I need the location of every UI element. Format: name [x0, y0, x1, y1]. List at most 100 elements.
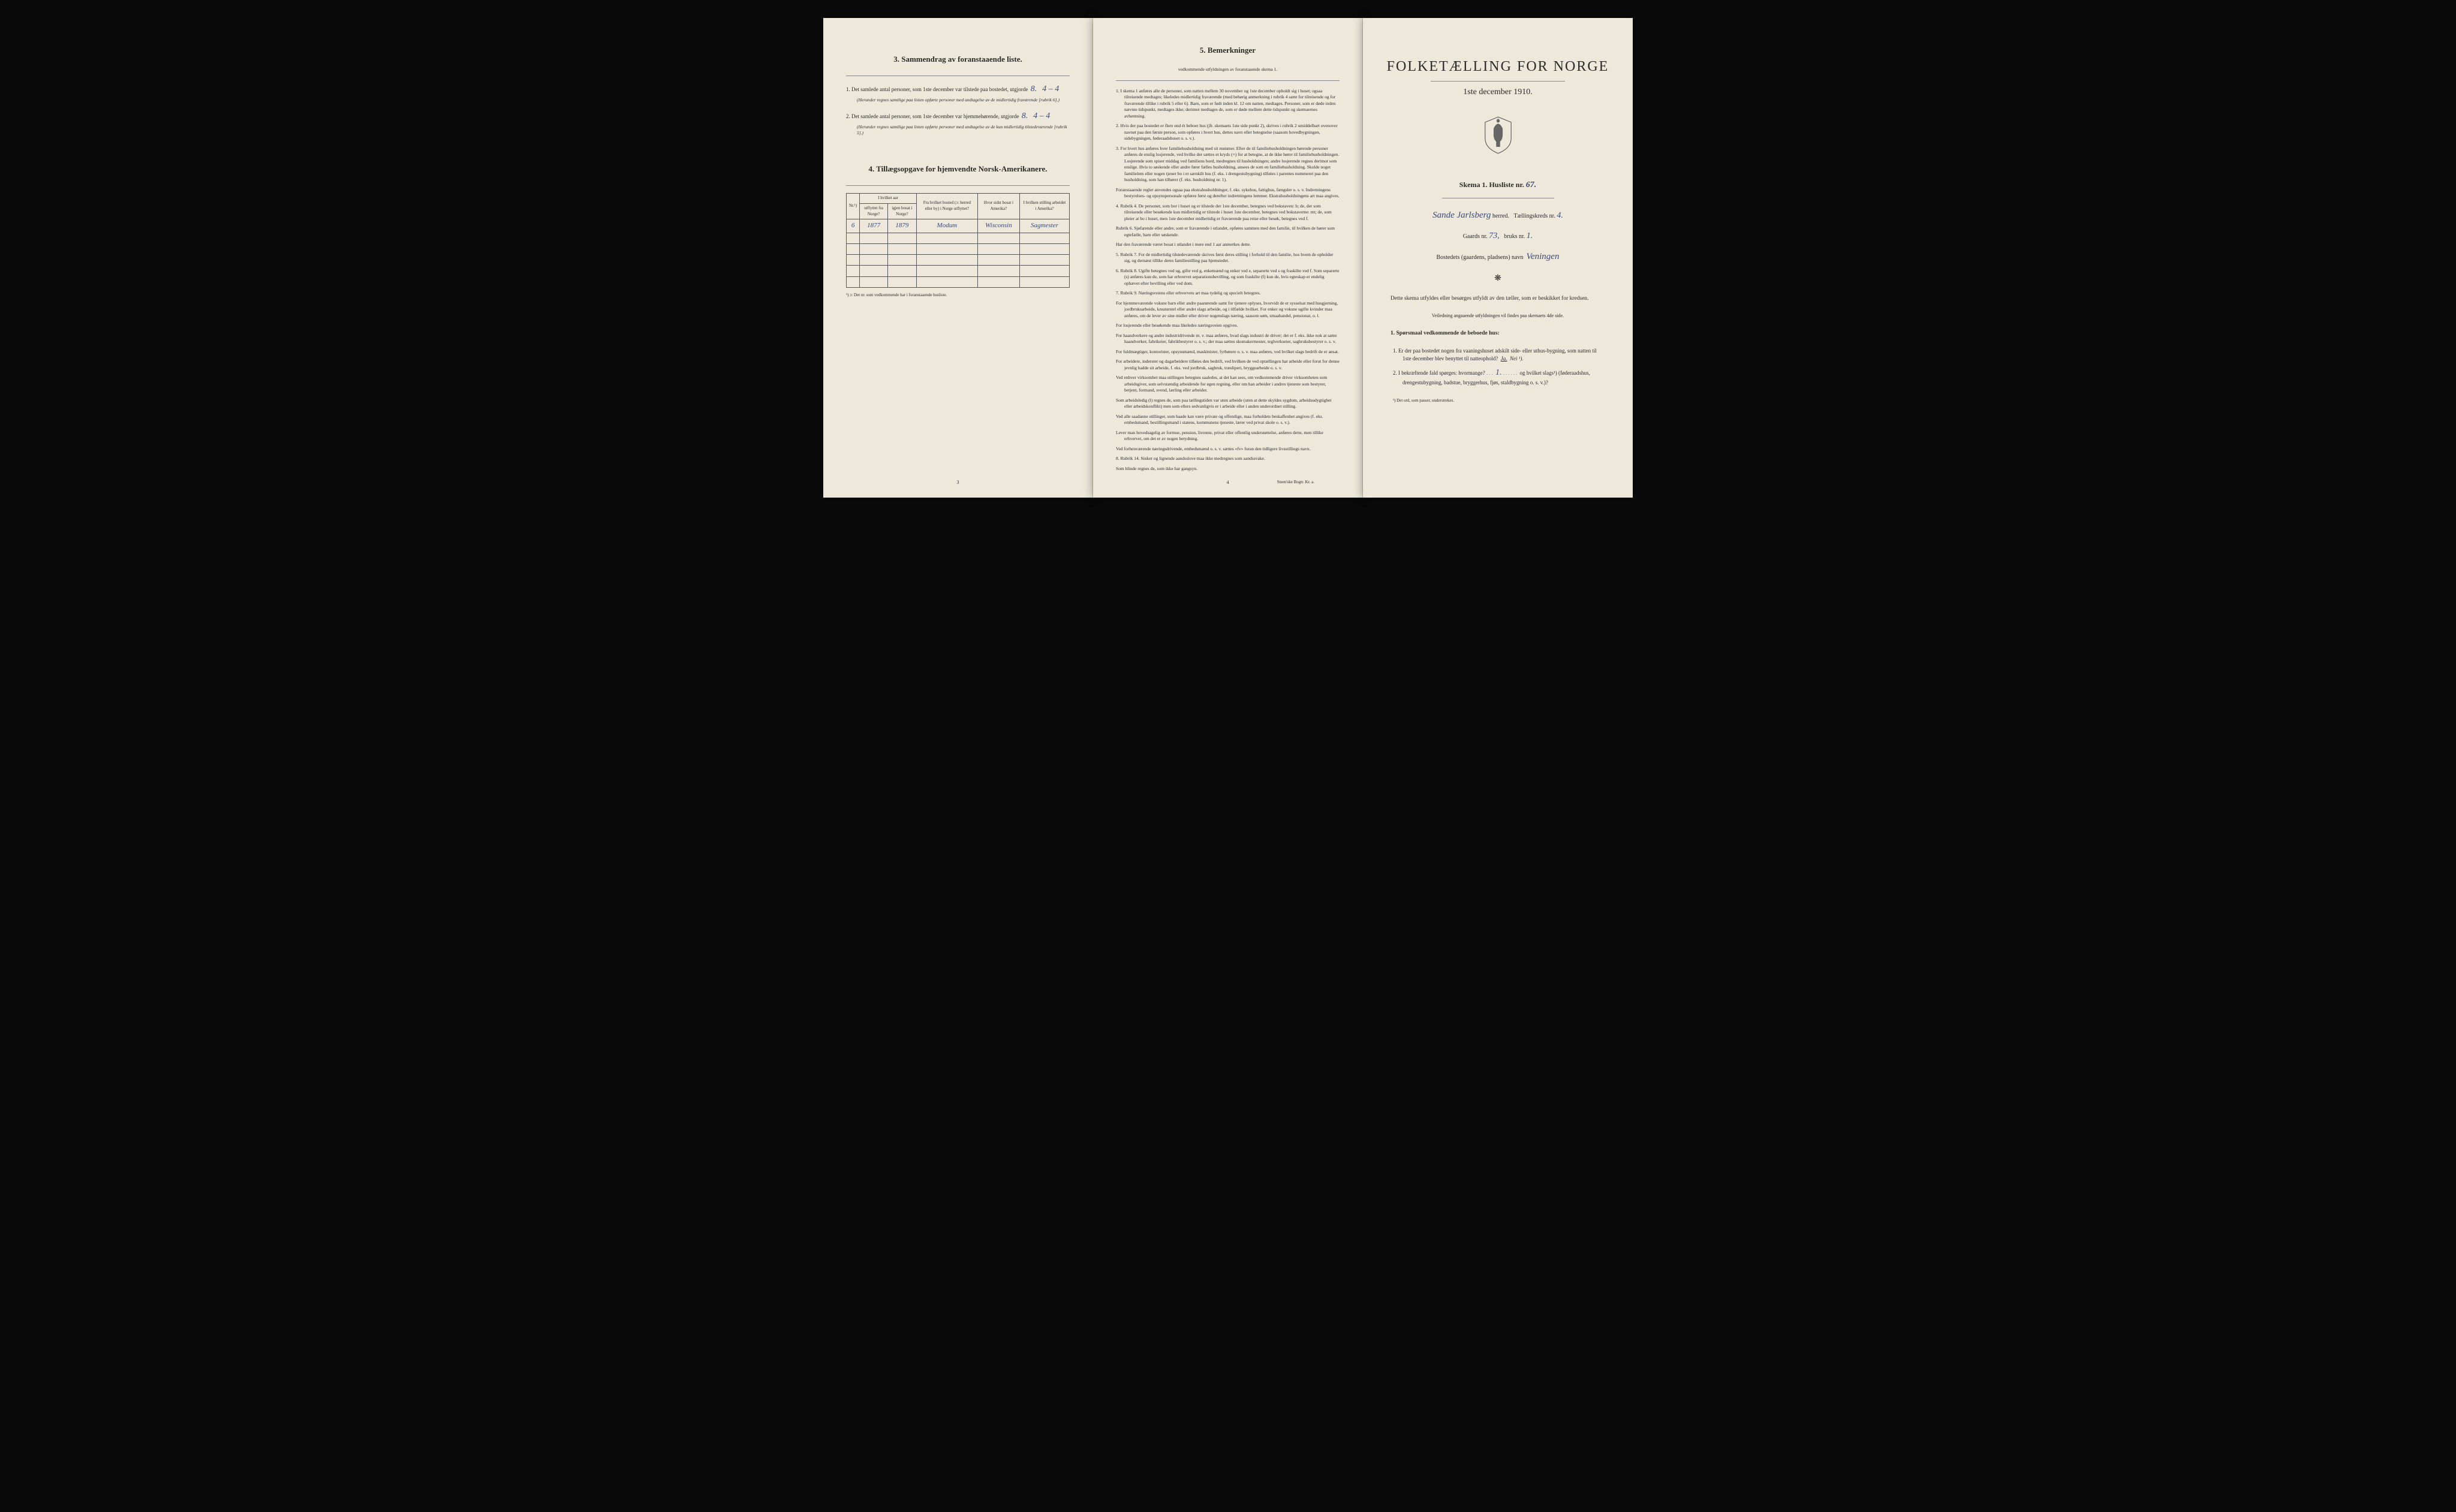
- remark-item: Ved alle saadanne stillinger, som baade …: [1116, 414, 1340, 426]
- cell-occ: Sagmester: [1019, 219, 1069, 233]
- remark-item: 6. Rubrik 8. Ugifte betegnes ved ug, gif…: [1116, 268, 1340, 287]
- skema-label: Skema 1. Husliste nr.: [1459, 180, 1524, 189]
- remark-item: 2. Hvis der paa bostedet er flere end ét…: [1116, 123, 1340, 142]
- remarks-list: 1. I skema 1 anføres alle de personer, s…: [1116, 88, 1340, 472]
- skema-line: Skema 1. Husliste nr. 67.: [1386, 179, 1610, 191]
- dots: ...: [1486, 370, 1494, 376]
- herred-label: herred.: [1492, 213, 1509, 219]
- printer-credit: Steen'ske Bogtr. Kr. a.: [1277, 480, 1314, 486]
- remark-item: Foranstaaende regler anvendes ogsaa paa …: [1116, 187, 1340, 200]
- ornament-icon: ❋: [1386, 273, 1610, 285]
- page-middle: 5. Bemerkninger vedkommende utfyldningen…: [1093, 18, 1363, 498]
- herred-line: Sande Jarlsberg herred. Tællingskreds nr…: [1386, 209, 1610, 222]
- col-year-back: igjen bosat i Norge?: [887, 203, 916, 219]
- item-value-2: 4 – 4: [1042, 85, 1059, 94]
- remark-item: Ved forhenværende næringsdrivende, embed…: [1116, 446, 1340, 453]
- coat-of-arms-icon: [1482, 116, 1515, 155]
- remark-item: 4. Rubrik 4. De personer, som bor i huse…: [1116, 203, 1340, 222]
- cell-from: 1877: [860, 219, 888, 233]
- remark-item: 7. Rubrik 9. Næringsveiens eller erhverv…: [1116, 290, 1340, 297]
- item-num: 2.: [846, 113, 851, 119]
- cell-america: Wisconsin: [977, 219, 1019, 233]
- instruction-subtext: Veiledning angaaende utfyldningen vil fi…: [1390, 312, 1605, 320]
- questions-header: 1. Spørsmaal vedkommende de beboede hus:: [1390, 329, 1605, 338]
- item-num: 1.: [846, 86, 851, 92]
- q2-text: 2. I bekræftende fald spørges: hvormange…: [1393, 370, 1485, 376]
- page-number: 3: [957, 479, 959, 486]
- remark-item: Ved enhver virksomhet maa stillingen bet…: [1116, 375, 1340, 394]
- remark-item: For hjemmeværende voksne barn eller andr…: [1116, 300, 1340, 320]
- skema-value: 67.: [1526, 180, 1537, 189]
- remarks-subtitle: vedkommende utfyldningen av foranstaaend…: [1116, 67, 1340, 73]
- table-header-row: Nr.¹) I hvilket aar Fra hvilket bosted (…: [847, 194, 1070, 204]
- divider: [846, 185, 1070, 186]
- item-value: 8.: [1031, 85, 1037, 94]
- document-spread: 3. Sammendrag av foranstaaende liste. 1.…: [823, 18, 1633, 498]
- q1-text: 1. Er der paa bostedet nogen fra vaaning…: [1393, 348, 1597, 362]
- item-note: (Herunder regnes samtlige paa listen opf…: [857, 97, 1070, 104]
- table-row: [847, 233, 1070, 243]
- remark-item: For arbeidere, inderster og dagarbeidere…: [1116, 359, 1340, 371]
- census-date: 1ste december 1910.: [1386, 86, 1610, 98]
- page-number: 4: [1227, 479, 1229, 486]
- gaard-value: 73,: [1489, 231, 1500, 240]
- item-text: Det samlede antal personer, som 1ste dec…: [851, 86, 1028, 92]
- q1-nei: Nei ¹).: [1510, 356, 1524, 362]
- q1-ja: Ja.: [1501, 356, 1507, 362]
- bosted-value: Veningen: [1526, 252, 1559, 261]
- remark-item: For fuldmægtiger, kontorister, opsynsmæn…: [1116, 349, 1340, 356]
- table-row: [847, 266, 1070, 276]
- bruks-label: bruks nr.: [1504, 233, 1525, 240]
- question-1: 1. Er der paa bostedet nogen fra vaaning…: [1393, 347, 1603, 362]
- page-right: FOLKETÆLLING FOR NORGE 1ste december 191…: [1363, 18, 1633, 498]
- section-4-title: 4. Tillægsopgave for hjemvendte Norsk-Am…: [846, 164, 1070, 174]
- page-left: 3. Sammendrag av foranstaaende liste. 1.…: [823, 18, 1093, 498]
- remark-item: Lever man hovedsagelig av formue, pensio…: [1116, 430, 1340, 442]
- dots: ......: [1503, 370, 1519, 376]
- census-title: FOLKETÆLLING FOR NORGE: [1386, 57, 1610, 77]
- table-footnote: ¹) ɔ: Det nr. som vedkommende har i fora…: [846, 293, 1070, 299]
- item-value: 8.: [1022, 112, 1028, 121]
- table-row: [847, 276, 1070, 287]
- item-note: (Herunder regnes samtlige paa listen opf…: [857, 124, 1070, 137]
- remark-item: Som blinde regnes de, som ikke har gangs…: [1116, 466, 1340, 472]
- cell-back: 1879: [887, 219, 916, 233]
- bosted-line: Bostedets (gaardens, pladsens) navn Veni…: [1386, 251, 1610, 263]
- cell-place: Modum: [916, 219, 977, 233]
- kreds-value: 4.: [1557, 211, 1563, 220]
- remark-item: Har den fraværende været bosat i utlande…: [1116, 242, 1340, 248]
- bruks-value: 1.: [1527, 231, 1533, 240]
- section-3-title: 3. Sammendrag av foranstaaende liste.: [846, 54, 1070, 65]
- table-row: [847, 255, 1070, 266]
- cell-nr: 6: [847, 219, 860, 233]
- remark-item: 5. Rubrik 7. For de midlertidig tilstede…: [1116, 252, 1340, 264]
- table-row: 6 1877 1879 Modum Wisconsin Sagmester: [847, 219, 1070, 233]
- divider: [1116, 80, 1340, 81]
- kreds-label: Tællingskreds nr.: [1513, 213, 1555, 219]
- remarks-title: 5. Bemerkninger: [1116, 45, 1340, 56]
- remark-item: 8. Rubrik 14. Sinker og lignende aandssl…: [1116, 456, 1340, 462]
- col-from-place: Fra hvilket bosted (ɔ: herred eller by) …: [916, 194, 977, 219]
- summary-item-1: 1. Det samlede antal personer, som 1ste …: [846, 83, 1070, 103]
- questions-list: 1. Er der paa bostedet nogen fra vaaning…: [1393, 347, 1603, 386]
- remark-item: Som arbeidsledig (l) regnes de, som paa …: [1116, 397, 1340, 410]
- instruction-text: Dette skema utfyldes eller besørges utfy…: [1390, 294, 1605, 303]
- page3-footnote: ¹) Det ord, som passer, understrekes.: [1393, 398, 1610, 404]
- remark-item: 1. I skema 1 anføres alle de personer, s…: [1116, 88, 1340, 120]
- item-text: Det samlede antal personer, som 1ste dec…: [851, 113, 1019, 119]
- q2-value: 1.: [1495, 368, 1502, 377]
- col-nr: Nr.¹): [847, 194, 860, 219]
- col-year-group: I hvilket aar: [860, 194, 917, 204]
- gaard-line: Gaards nr. 73, bruks nr. 1.: [1386, 230, 1610, 242]
- divider: [1431, 81, 1565, 82]
- summary-item-2: 2. Det samlede antal personer, som 1ste …: [846, 110, 1070, 137]
- gaard-label: Gaards nr.: [1463, 233, 1488, 240]
- remark-item: 3. For hvert hus anføres hver familiehus…: [1116, 146, 1340, 183]
- herred-value: Sande Jarlsberg: [1432, 210, 1491, 220]
- remark-item: For losjerende eller besøkende maa likel…: [1116, 323, 1340, 329]
- emigrant-table: Nr.¹) I hvilket aar Fra hvilket bosted (…: [846, 193, 1070, 288]
- item-value-2: 4 – 4: [1033, 112, 1050, 121]
- table-row: [847, 244, 1070, 255]
- col-year-from: utflyttet fra Norge?: [860, 203, 888, 219]
- remark-item: For haandverkere og andre industridriven…: [1116, 333, 1340, 345]
